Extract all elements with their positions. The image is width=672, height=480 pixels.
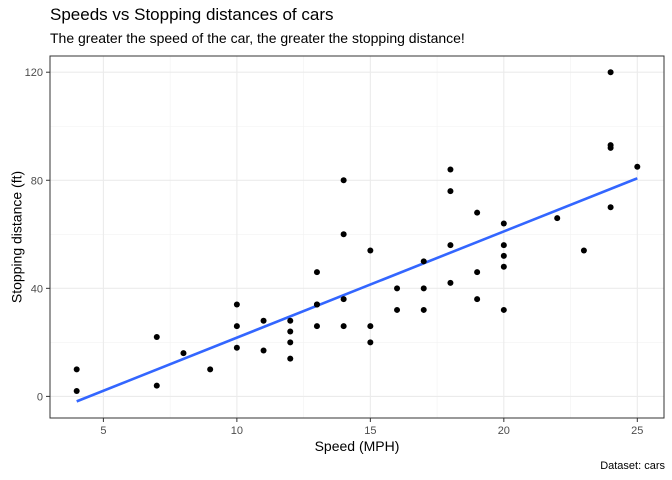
data-point (634, 163, 641, 170)
data-point (233, 323, 240, 330)
y-axis-title: Stopping distance (ft) (9, 171, 25, 303)
data-point (500, 242, 507, 249)
data-point (607, 69, 614, 76)
data-point (340, 296, 347, 303)
chart-subtitle: The greater the speed of the car, the gr… (50, 30, 465, 46)
data-point (340, 323, 347, 330)
chart-title: Speeds vs Stopping distances of cars (50, 5, 334, 24)
data-point (367, 323, 374, 330)
data-point (287, 317, 294, 324)
data-point (233, 301, 240, 308)
data-points (73, 69, 641, 394)
data-point (474, 296, 481, 303)
panel-border (49, 55, 665, 419)
data-point (207, 366, 214, 373)
caption: Dataset: cars (600, 460, 665, 472)
data-point (420, 285, 427, 292)
x-tick-label: 5 (100, 425, 106, 437)
x-tick-label: 25 (631, 425, 643, 437)
y-tick-label: 0 (37, 391, 43, 403)
data-point (367, 339, 374, 346)
regression-line (76, 177, 638, 403)
data-point (607, 142, 614, 149)
data-point (420, 306, 427, 313)
data-point (447, 188, 454, 195)
x-tick-label: 10 (231, 425, 243, 437)
data-point (73, 387, 80, 394)
data-point (447, 279, 454, 286)
data-point (153, 382, 160, 389)
data-point (260, 317, 267, 324)
regression-line-layer (76, 177, 638, 403)
data-point (447, 242, 454, 249)
data-point (340, 231, 347, 238)
x-tick-label: 20 (498, 425, 510, 437)
data-point (313, 323, 320, 330)
data-point (500, 263, 507, 270)
y-tick-label: 120 (25, 67, 43, 79)
x-axis-title: Speed (MPH) (315, 438, 400, 454)
y-tick-label: 80 (31, 175, 43, 187)
data-point (474, 269, 481, 276)
data-point (287, 328, 294, 335)
data-point (313, 269, 320, 276)
data-point (394, 285, 401, 292)
data-point (447, 166, 454, 173)
data-point (153, 333, 160, 340)
data-point (340, 177, 347, 184)
data-point (313, 301, 320, 308)
data-point (500, 220, 507, 227)
minor-gridlines (50, 56, 664, 418)
data-point (260, 347, 267, 354)
data-point (580, 247, 587, 254)
y-axis: 0 40 80 120 (25, 67, 50, 403)
data-point (287, 339, 294, 346)
data-point (500, 306, 507, 313)
y-tick-label: 40 (31, 283, 43, 295)
x-axis: 5 10 15 20 25 (100, 418, 643, 437)
data-point (474, 209, 481, 216)
data-point (420, 258, 427, 265)
data-point (367, 247, 374, 254)
data-point (607, 204, 614, 211)
data-point (180, 350, 187, 357)
data-point (287, 355, 294, 362)
data-point (500, 252, 507, 259)
data-point (554, 215, 561, 222)
major-gridlines (50, 56, 664, 418)
data-point (394, 306, 401, 313)
x-tick-label: 15 (364, 425, 376, 437)
data-point (73, 366, 80, 373)
data-point (233, 344, 240, 351)
